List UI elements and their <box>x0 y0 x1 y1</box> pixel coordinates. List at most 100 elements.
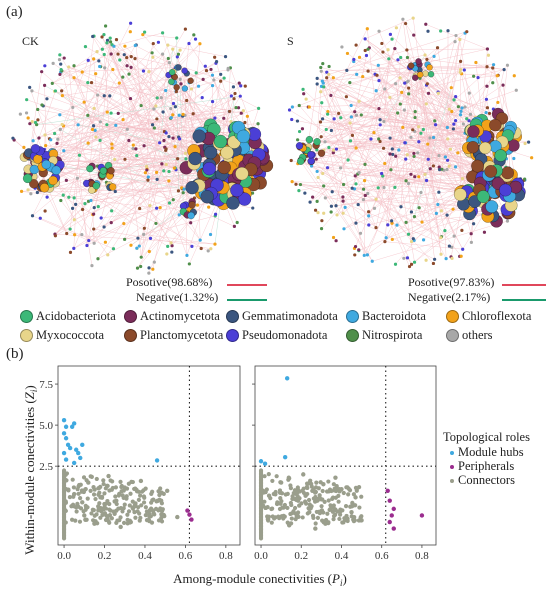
connector-point <box>304 484 309 490</box>
network-edge <box>93 131 166 244</box>
network-edge <box>152 72 197 270</box>
network-edge <box>32 178 78 216</box>
network-edge <box>62 124 212 194</box>
network-edge <box>40 218 114 249</box>
network-node <box>454 33 458 38</box>
module-hubs-point <box>61 431 67 436</box>
network-label-ck: CK <box>22 34 39 48</box>
network-node <box>62 56 66 60</box>
network-edge <box>384 192 422 242</box>
network-edge <box>299 105 337 150</box>
network-node <box>300 127 305 131</box>
connector-point <box>136 497 141 502</box>
network-node <box>90 264 94 268</box>
network-node <box>337 111 341 116</box>
network-node <box>390 147 394 151</box>
network-node <box>164 88 168 93</box>
network-node <box>155 206 159 210</box>
network-node <box>523 177 527 181</box>
network-edge <box>165 148 193 202</box>
network-node <box>213 55 217 59</box>
network-node <box>152 260 156 264</box>
network-edge <box>343 113 490 185</box>
network-node <box>57 58 62 62</box>
network-node <box>36 107 40 112</box>
network-node <box>154 104 158 108</box>
network-node <box>361 187 366 191</box>
network-edge <box>87 41 111 144</box>
network-node <box>415 58 422 65</box>
connector-point <box>63 499 68 504</box>
network-node <box>166 43 170 47</box>
network-edge <box>62 69 229 96</box>
network-node <box>341 211 345 215</box>
network-node <box>290 105 294 109</box>
connectors-point <box>331 505 336 510</box>
network-edge <box>343 213 435 260</box>
network-node <box>514 88 518 92</box>
network-node <box>387 57 391 61</box>
connector-point <box>91 492 97 497</box>
network-edge <box>434 120 473 178</box>
network-edge <box>115 74 169 192</box>
ck-negative-line <box>227 299 267 301</box>
connector-point <box>76 491 81 496</box>
network-node <box>162 169 166 173</box>
network-node <box>527 140 531 144</box>
network-edge <box>405 159 414 239</box>
network-edge <box>353 59 416 78</box>
network-node <box>95 50 99 54</box>
network-node <box>491 63 496 67</box>
network-node <box>329 93 333 98</box>
network-node <box>59 62 63 66</box>
module-hubs-marker <box>450 450 454 455</box>
network-edge <box>414 68 442 255</box>
network-edge <box>302 159 368 256</box>
network-node <box>329 128 333 133</box>
connector-point <box>129 479 134 484</box>
network-node <box>331 148 336 152</box>
network-node <box>98 120 102 124</box>
network-node <box>171 198 175 202</box>
connectors-point <box>274 501 280 507</box>
network-edge <box>351 105 476 118</box>
network-edge <box>326 77 410 267</box>
network-node <box>501 83 505 87</box>
network-node <box>424 22 428 26</box>
connectors-point <box>63 486 69 492</box>
network-node <box>348 139 353 143</box>
network-edge <box>77 178 93 266</box>
network-node <box>206 249 210 253</box>
network-edge <box>325 197 469 207</box>
network-edge <box>322 138 372 174</box>
connector-point <box>337 516 342 522</box>
network-node <box>129 243 133 247</box>
network-node <box>107 166 115 175</box>
connector-point <box>75 486 80 492</box>
connector-point <box>101 481 106 487</box>
network-node <box>35 190 39 195</box>
network-node <box>320 117 325 121</box>
network-edge <box>380 119 466 134</box>
connector-point <box>102 491 107 496</box>
network-node <box>355 72 359 76</box>
network-edge <box>88 187 193 202</box>
network-node <box>324 127 328 132</box>
network-node <box>329 210 333 214</box>
network-node <box>72 64 76 68</box>
peripherals-point <box>385 488 390 494</box>
connector-point <box>132 510 137 515</box>
connectors-point <box>349 509 354 515</box>
network-edge <box>378 65 396 157</box>
connector-point <box>340 508 345 513</box>
network-node <box>341 182 346 187</box>
module-hubs-point <box>154 458 160 463</box>
network-node <box>290 179 294 184</box>
network-node <box>160 162 164 166</box>
network-node <box>147 249 151 254</box>
network-node <box>321 81 325 85</box>
network-edge <box>127 29 186 130</box>
network-node <box>86 113 90 117</box>
network-edge <box>383 121 480 131</box>
network-node <box>103 240 107 244</box>
